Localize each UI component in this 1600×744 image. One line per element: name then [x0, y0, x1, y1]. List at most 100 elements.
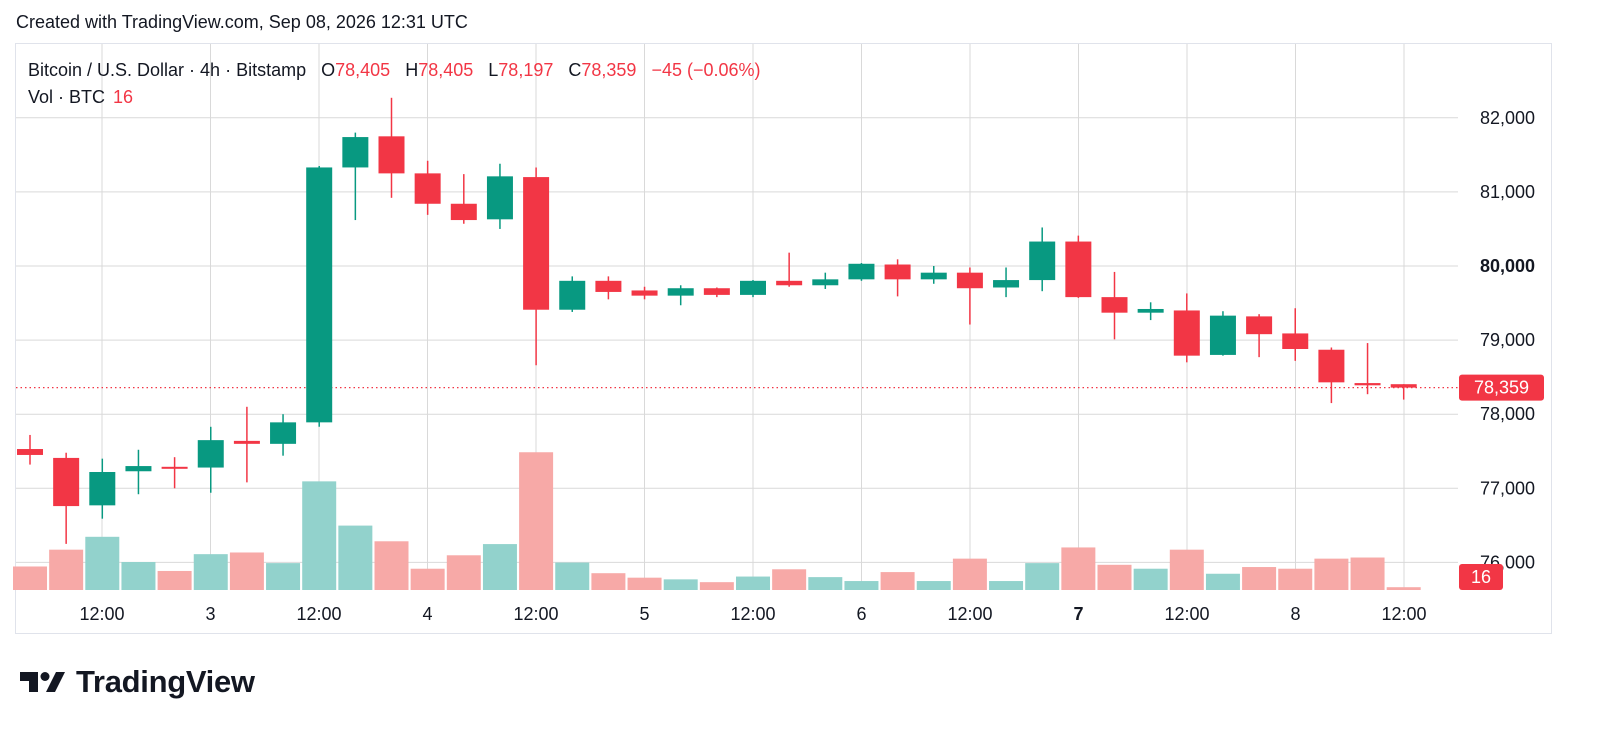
candle-body — [1354, 383, 1381, 386]
candle — [1390, 384, 1417, 400]
volume-bar — [1061, 547, 1096, 590]
candle — [1209, 311, 1236, 356]
candle — [1101, 271, 1128, 340]
candle — [306, 165, 333, 427]
volume-bar — [266, 563, 301, 590]
candle-body — [89, 471, 116, 506]
price-tick-label: 81,000 — [1480, 182, 1535, 202]
candle-body — [233, 440, 260, 444]
time-tick-label: 8 — [1290, 604, 1300, 624]
candle-body — [306, 167, 333, 423]
volume-bar — [1386, 587, 1421, 590]
candle-body — [378, 136, 405, 174]
time-tick-label: 12:00 — [1381, 604, 1426, 624]
candle — [450, 174, 477, 224]
axis-badges: 78,359 16 — [1459, 374, 1544, 590]
candle-body — [667, 288, 694, 296]
volume-bar — [1278, 568, 1313, 590]
tradingview-logo[interactable]: TradingView — [18, 664, 255, 700]
time-tick-label: 12:00 — [296, 604, 341, 624]
volume-bar — [1133, 568, 1168, 590]
volume-bar — [699, 582, 734, 590]
candle-body — [1246, 316, 1273, 335]
open-label: O — [321, 60, 336, 80]
candle — [1246, 314, 1273, 358]
volume-bar — [1205, 573, 1240, 590]
volume-badge-text: 16 — [1471, 567, 1491, 587]
volume-bar — [844, 581, 879, 590]
candle-body — [1137, 308, 1164, 313]
candle-body — [993, 280, 1020, 288]
last-price-badge-text: 78,359 — [1474, 378, 1529, 398]
price-tick-label: 82,000 — [1480, 108, 1535, 128]
volume-bar — [663, 579, 698, 590]
candle — [559, 276, 586, 312]
volume-bar — [13, 566, 47, 590]
candle — [740, 280, 766, 298]
candle-body — [1318, 349, 1345, 383]
candle — [1137, 302, 1164, 321]
candle-body — [161, 466, 188, 469]
close-label: C — [568, 60, 582, 80]
volume-bars — [13, 452, 1421, 590]
candle-body — [125, 466, 152, 472]
candle-body — [17, 449, 43, 455]
volume-bar — [85, 536, 120, 590]
symbol-title[interactable]: Bitcoin / U.S. Dollar · 4h · Bitstamp — [28, 60, 307, 80]
time-tick-label: 6 — [856, 604, 866, 624]
candle-body — [486, 176, 513, 220]
candle-body — [848, 263, 875, 280]
candles — [17, 97, 1417, 544]
candle — [595, 276, 622, 300]
time-tick-label: 12:00 — [730, 604, 775, 624]
candle-body — [920, 272, 947, 280]
candle — [812, 272, 839, 289]
volume-bar — [157, 570, 192, 590]
candle — [161, 457, 188, 489]
volume-bar — [229, 552, 264, 590]
close-value: 78,359 — [581, 60, 637, 80]
volume-bar — [482, 544, 517, 590]
volume-bar — [916, 581, 951, 590]
open-value: 78,405 — [335, 60, 391, 80]
candle-body — [559, 280, 586, 310]
candle-body — [1173, 310, 1200, 356]
candle-body — [1209, 315, 1236, 355]
candle — [993, 267, 1020, 298]
candle-body — [812, 279, 839, 286]
candle — [53, 452, 80, 544]
volume-bar — [1097, 564, 1132, 590]
low-label: L — [488, 60, 499, 80]
tradingview-wordmark: TradingView — [76, 664, 255, 699]
volume-bar — [736, 576, 770, 590]
candle-body — [740, 280, 766, 295]
candle-body — [1390, 384, 1417, 388]
candle — [920, 266, 947, 284]
last-price-badge — [1459, 374, 1544, 401]
candle — [667, 285, 694, 306]
volume-bar — [627, 577, 662, 590]
time-tick-label: 12:00 — [79, 604, 124, 624]
volume-bar — [989, 581, 1024, 590]
candle-body — [270, 422, 297, 444]
candle-body — [414, 173, 441, 204]
volume-bar — [880, 572, 915, 590]
candle-body — [776, 280, 803, 286]
candle — [89, 458, 116, 519]
ohlc-legend-row: Bitcoin / U.S. Dollar · 4h · Bitstamp O7… — [28, 57, 761, 84]
candle-body — [1101, 297, 1128, 313]
candle — [1173, 293, 1200, 363]
volume-label[interactable]: Vol · BTC — [28, 87, 106, 107]
candle — [486, 163, 513, 229]
volume-value: 16 — [113, 87, 134, 107]
volume-bar — [121, 562, 156, 590]
volume-bar — [1025, 563, 1060, 590]
candle — [1354, 343, 1381, 395]
candle-body — [197, 440, 224, 468]
time-tick-label: 3 — [205, 604, 215, 624]
volume-bar — [446, 555, 481, 590]
chart-legend: Bitcoin / U.S. Dollar · 4h · Bitstamp O7… — [28, 57, 761, 111]
candle — [956, 267, 983, 325]
volume-bar — [519, 452, 554, 590]
